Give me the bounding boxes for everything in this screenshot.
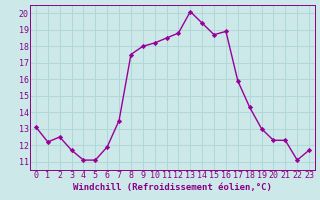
X-axis label: Windchill (Refroidissement éolien,°C): Windchill (Refroidissement éolien,°C) bbox=[73, 183, 272, 192]
